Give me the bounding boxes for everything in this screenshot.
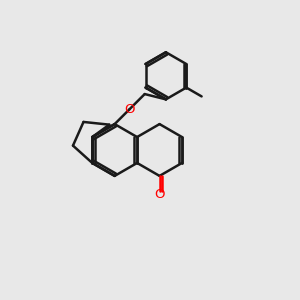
Text: O: O [154, 188, 165, 201]
Text: O: O [124, 103, 135, 116]
